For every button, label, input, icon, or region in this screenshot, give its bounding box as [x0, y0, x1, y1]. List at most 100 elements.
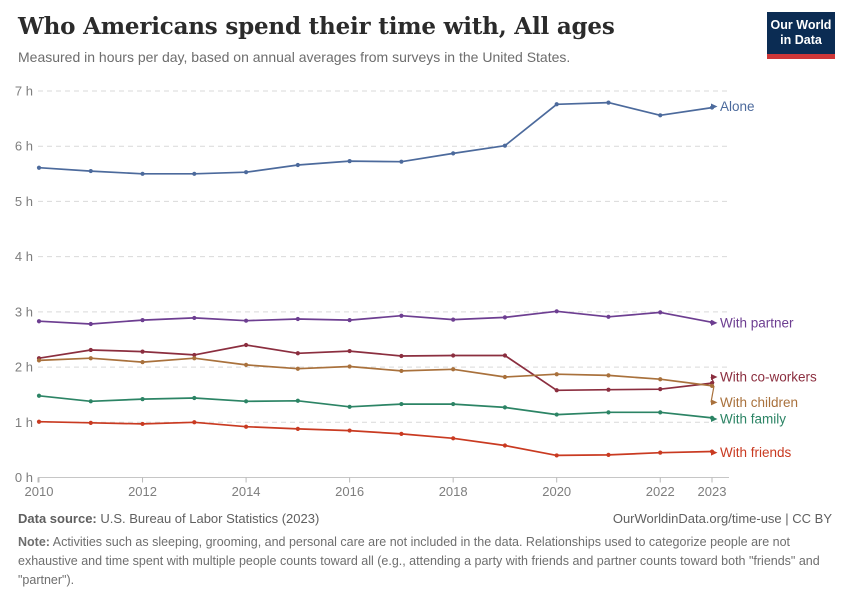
data-point: [192, 352, 197, 358]
label-arrow-icon: [711, 449, 718, 456]
data-point: [295, 398, 300, 403]
data-point: [88, 347, 93, 353]
series-line-with-friends: [38, 420, 713, 457]
series-line-with-children: [38, 357, 713, 387]
data-point: [399, 159, 404, 164]
series-label-with-children: With children: [720, 395, 798, 410]
data-point: [88, 399, 93, 404]
x-tick-label-2022: 2022: [646, 484, 675, 499]
data-point: [502, 353, 508, 358]
x-tick-label-2014: 2014: [232, 484, 261, 499]
y-tick-label: 6 h: [15, 139, 33, 154]
y-tick-label: 2 h: [15, 360, 33, 375]
data-point: [606, 452, 611, 457]
data-point: [606, 387, 611, 392]
chart-footer: Data source: U.S. Bureau of Labor Statis…: [18, 511, 832, 589]
data-point: [658, 310, 663, 315]
chart-header: Who Americans spend their time with, All…: [18, 13, 738, 66]
data-point: [347, 318, 352, 323]
x-tick-label-2023: 2023: [698, 484, 727, 499]
data-point: [295, 316, 300, 322]
label-arrow-icon: [711, 415, 718, 422]
data-point: [399, 401, 404, 407]
chart-note: Note: Activities such as sleeping, groom…: [18, 533, 830, 589]
data-point: [140, 396, 145, 402]
x-tick-label-2010: 2010: [25, 484, 54, 499]
x-tick-label-2012: 2012: [128, 484, 157, 499]
data-point: [347, 428, 352, 433]
y-tick-label: 3 h: [15, 304, 33, 319]
series-points-with-partner: [36, 309, 715, 327]
data-point: [658, 450, 663, 455]
data-point: [451, 401, 456, 407]
page-title: Who Americans spend their time with, All…: [18, 13, 615, 40]
data-point: [140, 421, 145, 427]
label-arrow-icon: [711, 374, 718, 381]
data-point: [554, 412, 559, 417]
data-point: [88, 321, 93, 327]
data-point: [36, 165, 42, 170]
data-point: [36, 358, 42, 363]
data-point: [243, 362, 249, 367]
y-tick-label: 7 h: [15, 84, 33, 99]
y-tick-label: 0 h: [15, 470, 33, 485]
data-point: [243, 399, 249, 404]
series-label-with-friends: With friends: [720, 445, 792, 460]
data-point: [36, 319, 42, 324]
x-tick-label-2020: 2020: [542, 484, 571, 499]
data-point: [554, 372, 559, 377]
data-point: [502, 405, 508, 410]
data-point: [399, 368, 404, 374]
x-tick-label-2018: 2018: [439, 484, 468, 499]
owid-logo[interactable]: Our World in Data: [767, 12, 835, 59]
data-point: [140, 318, 145, 323]
label-arrow-icon: [711, 399, 718, 406]
data-point: [709, 383, 715, 388]
data-point: [88, 420, 93, 425]
data-point: [606, 410, 611, 415]
label-arrow-icon: [711, 319, 718, 326]
data-source-label: Data source:: [18, 511, 97, 526]
data-source: Data source: U.S. Bureau of Labor Statis…: [18, 511, 319, 526]
data-point: [658, 377, 663, 382]
data-point: [399, 431, 404, 436]
y-tick-label: 1 h: [15, 415, 33, 430]
data-point: [243, 424, 249, 429]
data-point: [606, 373, 611, 378]
data-point: [347, 404, 352, 409]
data-point: [502, 315, 508, 320]
series-label-with-partner: With partner: [720, 315, 794, 330]
data-point: [88, 168, 93, 174]
data-point: [347, 364, 352, 369]
series-points-with-friends: [36, 419, 715, 458]
data-point: [451, 436, 456, 441]
series-line-alone: [38, 101, 713, 175]
x-tick-label-2016: 2016: [335, 484, 364, 499]
data-point: [658, 387, 663, 392]
data-point: [451, 151, 456, 156]
series-points-with-family: [36, 393, 715, 420]
owid-logo-line2: in Data: [780, 33, 822, 47]
note-label: Note:: [18, 535, 50, 549]
data-point: [502, 443, 508, 448]
data-point: [347, 348, 352, 354]
series-line-with-family: [38, 394, 713, 419]
data-point: [399, 353, 404, 359]
data-point: [554, 453, 559, 458]
data-point: [554, 388, 559, 393]
data-point: [295, 162, 300, 168]
data-point: [451, 317, 456, 322]
data-point: [192, 356, 197, 361]
chart-subtitle: Measured in hours per day, based on annu…: [18, 49, 571, 66]
data-point: [192, 395, 197, 401]
data-point: [140, 360, 145, 365]
data-point: [347, 159, 352, 164]
data-point: [554, 102, 559, 107]
owid-logo-line1: Our World: [770, 17, 832, 32]
data-point: [606, 314, 611, 319]
credit-link[interactable]: OurWorldinData.org/time-use | CC BY: [612, 511, 832, 526]
series-points-alone: [36, 100, 715, 176]
data-point: [243, 318, 249, 323]
data-point: [295, 366, 300, 371]
